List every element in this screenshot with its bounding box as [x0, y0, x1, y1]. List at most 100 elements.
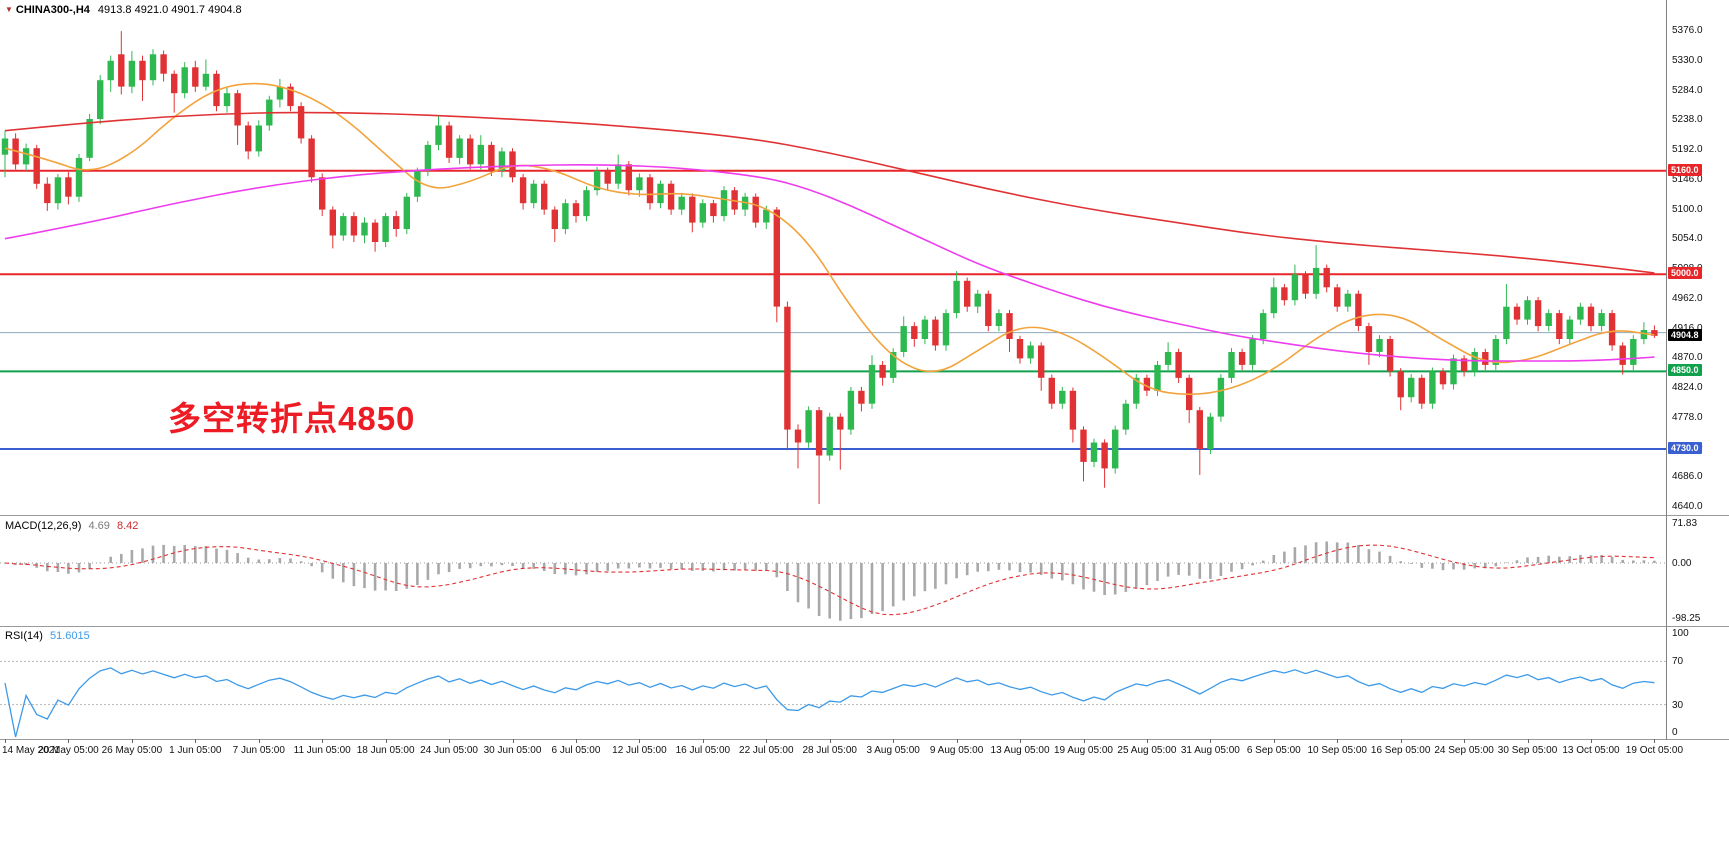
time-axis-tick — [576, 739, 577, 743]
price-line-badge: 5000.0 — [1668, 267, 1702, 280]
symbol-info: ▼ CHINA300-,H4 4913.8 4921.0 4901.7 4904.8 — [5, 4, 242, 16]
price-axis-label: 4870.0 — [1672, 352, 1703, 364]
time-axis-label[interactable]: 13 Oct 05:00 — [1562, 745, 1620, 756]
time-axis-tick — [5, 739, 6, 743]
time-axis-label[interactable]: 14 May 2021 — [2, 745, 60, 756]
time-axis-tick — [131, 739, 133, 743]
price-axis-label: 5192.0 — [1672, 144, 1703, 156]
time-axis-label[interactable]: 10 Sep 05:00 — [1307, 745, 1367, 756]
time-axis-label[interactable]: 24 Jun 05:00 — [420, 745, 478, 756]
time-axis-label[interactable]: 3 Aug 05:00 — [866, 745, 920, 756]
time-axis-tick — [766, 739, 768, 743]
time-axis-tick — [956, 739, 958, 743]
time-axis-tick — [702, 739, 704, 743]
time-axis-label[interactable]: 11 Jun 05:00 — [293, 745, 351, 756]
time-axis-label[interactable]: 1 Jun 05:00 — [169, 745, 222, 756]
time-axis-tick — [512, 739, 514, 743]
time-axis-tick — [449, 739, 451, 743]
rsi-axis-label: 30 — [1672, 699, 1684, 711]
time-axis-tick — [1146, 739, 1148, 743]
time-axis-label[interactable]: 31 Aug 05:00 — [1180, 745, 1240, 756]
time-axis-label[interactable]: 12 Jul 05:00 — [612, 745, 667, 756]
time-axis-label[interactable]: 19 Aug 05:00 — [1053, 745, 1113, 756]
time-axis-label[interactable]: 26 May 05:00 — [101, 745, 163, 756]
price-axis-label: 5284.0 — [1672, 84, 1703, 96]
time-axis-tick — [1464, 739, 1466, 743]
time-axis-tick — [1083, 739, 1085, 743]
time-axis-tick — [195, 739, 197, 743]
price-line-badge: 4850.0 — [1668, 364, 1702, 377]
time-axis-separator — [0, 739, 1729, 740]
price-axis-label: 4640.0 — [1672, 501, 1703, 513]
macd-axis-label: 0.00 — [1672, 558, 1692, 569]
rsi-name: RSI(14) — [5, 630, 43, 642]
time-axis-tick — [322, 739, 324, 743]
price-axis-label: 4962.0 — [1672, 292, 1703, 304]
price-axis-label: 5100.0 — [1672, 203, 1703, 215]
time-axis-tick — [258, 739, 260, 743]
time-axis-tick — [829, 739, 831, 743]
time-axis-label[interactable]: 30 Jun 05:00 — [483, 745, 542, 756]
price-axis-label: 4916.0 — [1672, 323, 1703, 334]
time-axis-tick — [385, 739, 387, 743]
rsi-axis-label: 100 — [1672, 628, 1689, 639]
rsi-label: RSI(14) 51.6015 — [5, 630, 94, 642]
macd-label: MACD(12,26,9) 4.69 8.42 — [5, 520, 142, 532]
time-axis-tick — [1337, 739, 1339, 743]
macd-name: MACD(12,26,9) — [5, 520, 82, 532]
price-axis-label: 5054.0 — [1672, 233, 1703, 245]
price-line-badge: 5160.0 — [1668, 163, 1702, 176]
symbol-timeframe-label: CHINA300-,H4 — [15, 4, 90, 16]
time-axis-tick — [68, 739, 70, 743]
time-axis-tick — [1591, 739, 1592, 743]
macd-main-value: 4.69 — [88, 520, 110, 532]
rsi-indicator-canvas[interactable] — [0, 627, 1666, 739]
pivot-annotation-text: 多空转折点4850 — [168, 400, 416, 437]
macd-indicator-canvas[interactable] — [0, 517, 1666, 625]
time-axis-tick — [1020, 739, 1021, 743]
rsi-axis-label: 0 — [1672, 727, 1678, 738]
price-axis-label: 5238.0 — [1672, 114, 1703, 126]
time-axis-label[interactable]: 28 Jul 05:00 — [802, 745, 857, 756]
time-axis-tick — [893, 739, 895, 743]
price-axis-label: 5376.0 — [1672, 25, 1703, 37]
time-axis-label[interactable]: 16 Sep 05:00 — [1370, 745, 1431, 756]
time-axis-label[interactable]: 7 Jun 05:00 — [232, 745, 285, 756]
price-chart-canvas[interactable] — [0, 0, 1666, 515]
rsi-value: 51.6015 — [49, 630, 90, 642]
time-axis-label[interactable]: 19 Oct 05:00 — [1625, 745, 1684, 756]
price-axis-label: 4778.0 — [1672, 411, 1703, 423]
time-axis-label[interactable]: 25 Aug 05:00 — [1117, 745, 1177, 756]
rsi-panel-separator[interactable] — [0, 626, 1729, 627]
macd-axis-label: 71.83 — [1672, 518, 1698, 529]
price-axis-label: 4824.0 — [1672, 382, 1703, 394]
price-axis-label: 5330.0 — [1672, 54, 1703, 66]
time-axis-label[interactable]: 6 Jul 05:00 — [551, 745, 601, 756]
price-axis-label: 4686.0 — [1672, 471, 1703, 483]
time-axis-label[interactable]: 24 Sep 05:00 — [1434, 745, 1494, 756]
time-axis-label[interactable]: 13 Aug 05:00 — [990, 745, 1050, 756]
price-axis-separator[interactable] — [1666, 0, 1667, 740]
time-axis-label[interactable]: 20 May 05:00 — [38, 745, 99, 756]
time-axis-label[interactable]: 16 Jul 05:00 — [675, 745, 731, 756]
price-line-badge: 4730.0 — [1668, 442, 1702, 454]
time-axis-label[interactable]: 18 Jun 05:00 — [356, 745, 415, 756]
symbol-marker-icon: ▼ — [5, 5, 13, 14]
time-axis-label[interactable]: 22 Jul 05:00 — [739, 745, 794, 756]
time-axis-tick — [1527, 739, 1529, 743]
macd-panel-separator[interactable] — [0, 515, 1729, 516]
time-axis-tick — [639, 739, 641, 743]
time-axis-label[interactable]: 6 Sep 05:00 — [1246, 745, 1301, 756]
ohlc-readout: 4913.8 4921.0 4901.7 4904.8 — [97, 4, 242, 16]
rsi-axis-label: 70 — [1672, 656, 1684, 668]
price-axis-label: 5146.0 — [1672, 173, 1703, 185]
macd-axis-label: -98.25 — [1672, 613, 1701, 624]
macd-signal-value: 8.42 — [116, 520, 139, 532]
time-axis-tick — [1654, 739, 1656, 743]
time-axis-tick — [1210, 739, 1212, 743]
time-axis-label[interactable]: 30 Sep 05:00 — [1497, 745, 1558, 756]
current-price-badge: 4904.8 — [1668, 328, 1702, 341]
time-axis-label[interactable]: 9 Aug 05:00 — [929, 745, 984, 756]
time-axis-tick — [1273, 739, 1275, 743]
